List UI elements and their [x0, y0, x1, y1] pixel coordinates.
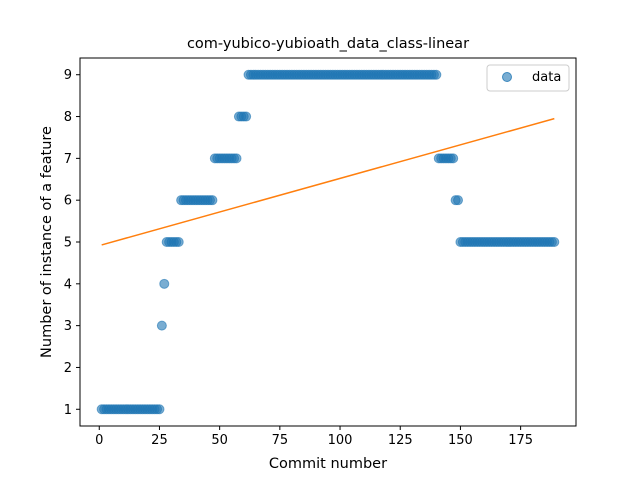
data-point — [549, 237, 560, 247]
x-tick-label: 100 — [328, 433, 353, 448]
y-tick-label: 6 — [64, 194, 72, 209]
data-point — [231, 153, 242, 164]
legend-box — [486, 64, 570, 92]
x-axis-ticks: 0 25 50 75 100 125 150 175 — [95, 426, 533, 448]
fit-line-layer — [101, 117, 555, 246]
y-tick-label: 1 — [64, 403, 72, 418]
y-tick-label: 3 — [64, 319, 72, 334]
legend-label: data — [532, 70, 561, 85]
x-tick-label: 75 — [272, 433, 289, 448]
data-point — [173, 237, 184, 247]
y-tick-label: 2 — [64, 361, 72, 376]
legend-marker-icon — [502, 72, 512, 82]
x-tick-label: 175 — [508, 433, 533, 448]
legend: data — [486, 64, 570, 92]
x-tick-label: 0 — [95, 433, 103, 448]
x-tick-label: 25 — [151, 433, 168, 448]
fit-line — [101, 117, 555, 246]
data-point — [207, 195, 218, 206]
data-point — [156, 320, 167, 331]
data-point — [448, 153, 459, 164]
y-tick-label: 5 — [64, 236, 72, 251]
data-point — [159, 278, 170, 289]
x-tick-label: 50 — [211, 433, 228, 448]
y-tick-label: 8 — [64, 110, 72, 125]
chart-title: com-yubico-yubioath_data_class-linear — [187, 36, 469, 52]
y-tick-label: 9 — [64, 68, 72, 83]
data-point — [241, 111, 252, 122]
data-points — [96, 69, 560, 415]
y-tick-label: 7 — [64, 152, 72, 167]
data-point — [453, 195, 464, 206]
x-tick-label: 150 — [448, 433, 473, 448]
x-tick-label: 125 — [388, 433, 413, 448]
y-axis-ticks: 1 2 3 4 5 6 7 8 9 — [64, 68, 80, 418]
data-point — [154, 404, 165, 415]
y-axis-title: Number of instance of a feature — [39, 126, 55, 358]
y-tick-label: 4 — [64, 277, 72, 292]
x-axis-title: Commit number — [269, 456, 387, 472]
data-point — [431, 69, 442, 80]
